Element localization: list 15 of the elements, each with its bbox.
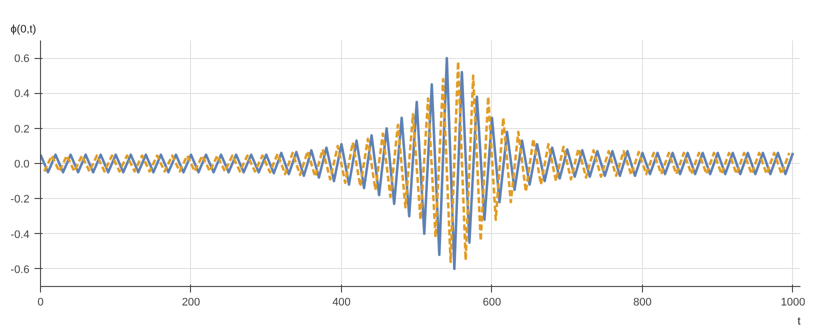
x-tick-label: 400 — [332, 296, 351, 308]
x-tick-label: 0 — [37, 296, 44, 308]
y-tick-label: 0.6 — [14, 53, 30, 66]
y-tick-label: -0.6 — [10, 264, 30, 276]
y-tick-label: 0.2 — [14, 123, 30, 136]
y-tick-label: 0.4 — [14, 88, 30, 100]
x-tick-label: 600 — [482, 296, 502, 308]
y-tick-label: -0.4 — [10, 228, 30, 241]
x-tick-label: 1000 — [780, 296, 806, 308]
x-tick-label: 800 — [633, 296, 652, 308]
x-axis-title: t — [797, 316, 801, 328]
y-tick-label: 0.0 — [14, 158, 30, 170]
x-tick-label: 200 — [182, 296, 200, 308]
y-tick-label: -0.2 — [10, 194, 30, 206]
y-axis-title: ϕ(0,t) — [10, 24, 36, 36]
